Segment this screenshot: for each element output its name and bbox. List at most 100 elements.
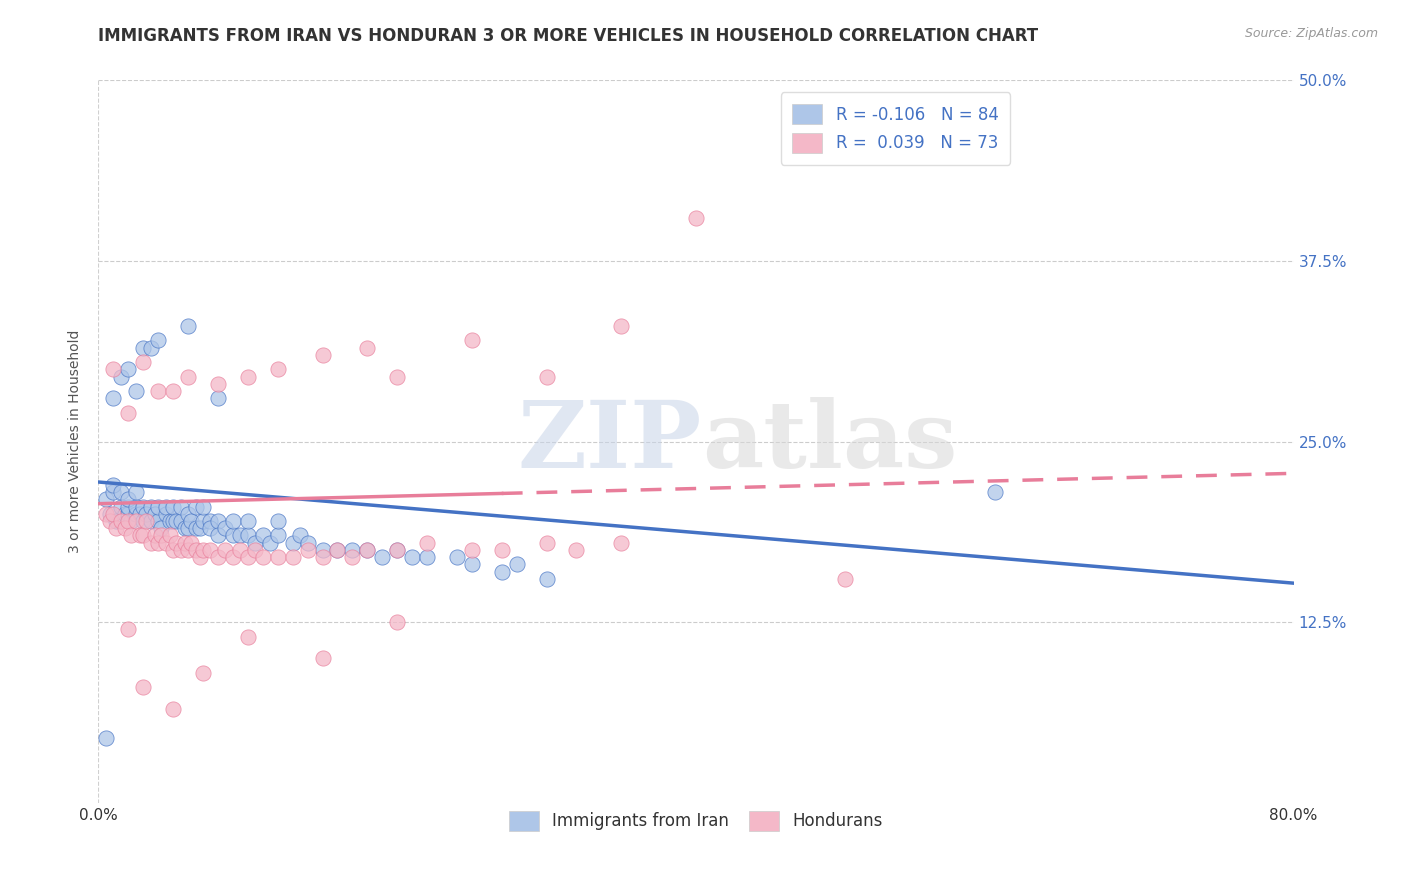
Point bbox=[120, 514, 142, 528]
Point bbox=[159, 528, 181, 542]
Point bbox=[103, 507, 125, 521]
Point bbox=[162, 384, 184, 398]
Point bbox=[180, 535, 202, 549]
Point bbox=[148, 535, 170, 549]
Point bbox=[356, 542, 378, 557]
Point bbox=[132, 680, 155, 694]
Point bbox=[169, 500, 191, 514]
Point bbox=[184, 542, 207, 557]
Point bbox=[326, 542, 349, 557]
Point bbox=[461, 542, 484, 557]
Point bbox=[342, 542, 364, 557]
Point bbox=[177, 318, 200, 333]
Point bbox=[129, 528, 152, 542]
Point bbox=[385, 615, 409, 630]
Point bbox=[214, 542, 236, 557]
Point bbox=[169, 514, 191, 528]
Point bbox=[565, 542, 588, 557]
Point bbox=[110, 369, 132, 384]
Point bbox=[125, 500, 148, 514]
Point bbox=[135, 507, 157, 521]
Point bbox=[117, 492, 139, 507]
Point bbox=[132, 528, 155, 542]
Point bbox=[177, 521, 200, 535]
Point bbox=[461, 558, 484, 572]
Point bbox=[114, 521, 136, 535]
Point bbox=[236, 514, 259, 528]
Point bbox=[416, 550, 439, 565]
Point bbox=[139, 341, 162, 355]
Point bbox=[94, 507, 117, 521]
Text: atlas: atlas bbox=[702, 397, 957, 486]
Point bbox=[610, 318, 633, 333]
Point bbox=[117, 406, 139, 420]
Point bbox=[200, 514, 222, 528]
Point bbox=[94, 731, 117, 745]
Point bbox=[129, 507, 152, 521]
Point bbox=[174, 521, 197, 535]
Point bbox=[281, 550, 304, 565]
Point bbox=[506, 558, 529, 572]
Point bbox=[139, 535, 162, 549]
Point bbox=[143, 507, 166, 521]
Y-axis label: 3 or more Vehicles in Household: 3 or more Vehicles in Household bbox=[69, 330, 83, 553]
Point bbox=[297, 542, 319, 557]
Point bbox=[267, 528, 290, 542]
Point bbox=[184, 500, 207, 514]
Point bbox=[356, 341, 378, 355]
Point bbox=[188, 550, 211, 565]
Point bbox=[229, 542, 252, 557]
Point bbox=[245, 542, 267, 557]
Point bbox=[267, 514, 290, 528]
Point bbox=[416, 535, 439, 549]
Point bbox=[288, 528, 311, 542]
Point bbox=[117, 623, 139, 637]
Point bbox=[311, 651, 333, 665]
Point bbox=[162, 702, 184, 716]
Point bbox=[536, 572, 558, 586]
Point bbox=[385, 369, 409, 384]
Point bbox=[385, 542, 409, 557]
Point bbox=[148, 334, 170, 348]
Point bbox=[105, 514, 128, 528]
Point bbox=[236, 630, 259, 644]
Point bbox=[125, 485, 148, 500]
Point bbox=[326, 542, 349, 557]
Point bbox=[103, 362, 125, 376]
Point bbox=[188, 521, 211, 535]
Point bbox=[245, 535, 267, 549]
Point bbox=[103, 485, 125, 500]
Point bbox=[114, 507, 136, 521]
Point bbox=[139, 514, 162, 528]
Point bbox=[150, 521, 173, 535]
Point bbox=[98, 514, 122, 528]
Point bbox=[132, 514, 155, 528]
Point bbox=[165, 514, 187, 528]
Text: ZIP: ZIP bbox=[517, 397, 702, 486]
Point bbox=[148, 384, 170, 398]
Point bbox=[222, 550, 245, 565]
Point bbox=[401, 550, 423, 565]
Text: IMMIGRANTS FROM IRAN VS HONDURAN 3 OR MORE VEHICLES IN HOUSEHOLD CORRELATION CHA: IMMIGRANTS FROM IRAN VS HONDURAN 3 OR MO… bbox=[98, 27, 1039, 45]
Point bbox=[446, 550, 468, 565]
Point bbox=[207, 528, 229, 542]
Point bbox=[177, 542, 200, 557]
Point bbox=[174, 535, 197, 549]
Point bbox=[177, 507, 200, 521]
Point bbox=[94, 492, 117, 507]
Point bbox=[297, 535, 319, 549]
Point bbox=[371, 550, 394, 565]
Point bbox=[150, 528, 173, 542]
Point bbox=[191, 514, 214, 528]
Point bbox=[491, 565, 513, 579]
Point bbox=[834, 572, 856, 586]
Point bbox=[311, 542, 333, 557]
Point bbox=[162, 500, 184, 514]
Point bbox=[207, 391, 229, 405]
Point bbox=[200, 521, 222, 535]
Point bbox=[252, 550, 274, 565]
Point bbox=[236, 528, 259, 542]
Point bbox=[125, 384, 148, 398]
Point bbox=[610, 535, 633, 549]
Point bbox=[162, 514, 184, 528]
